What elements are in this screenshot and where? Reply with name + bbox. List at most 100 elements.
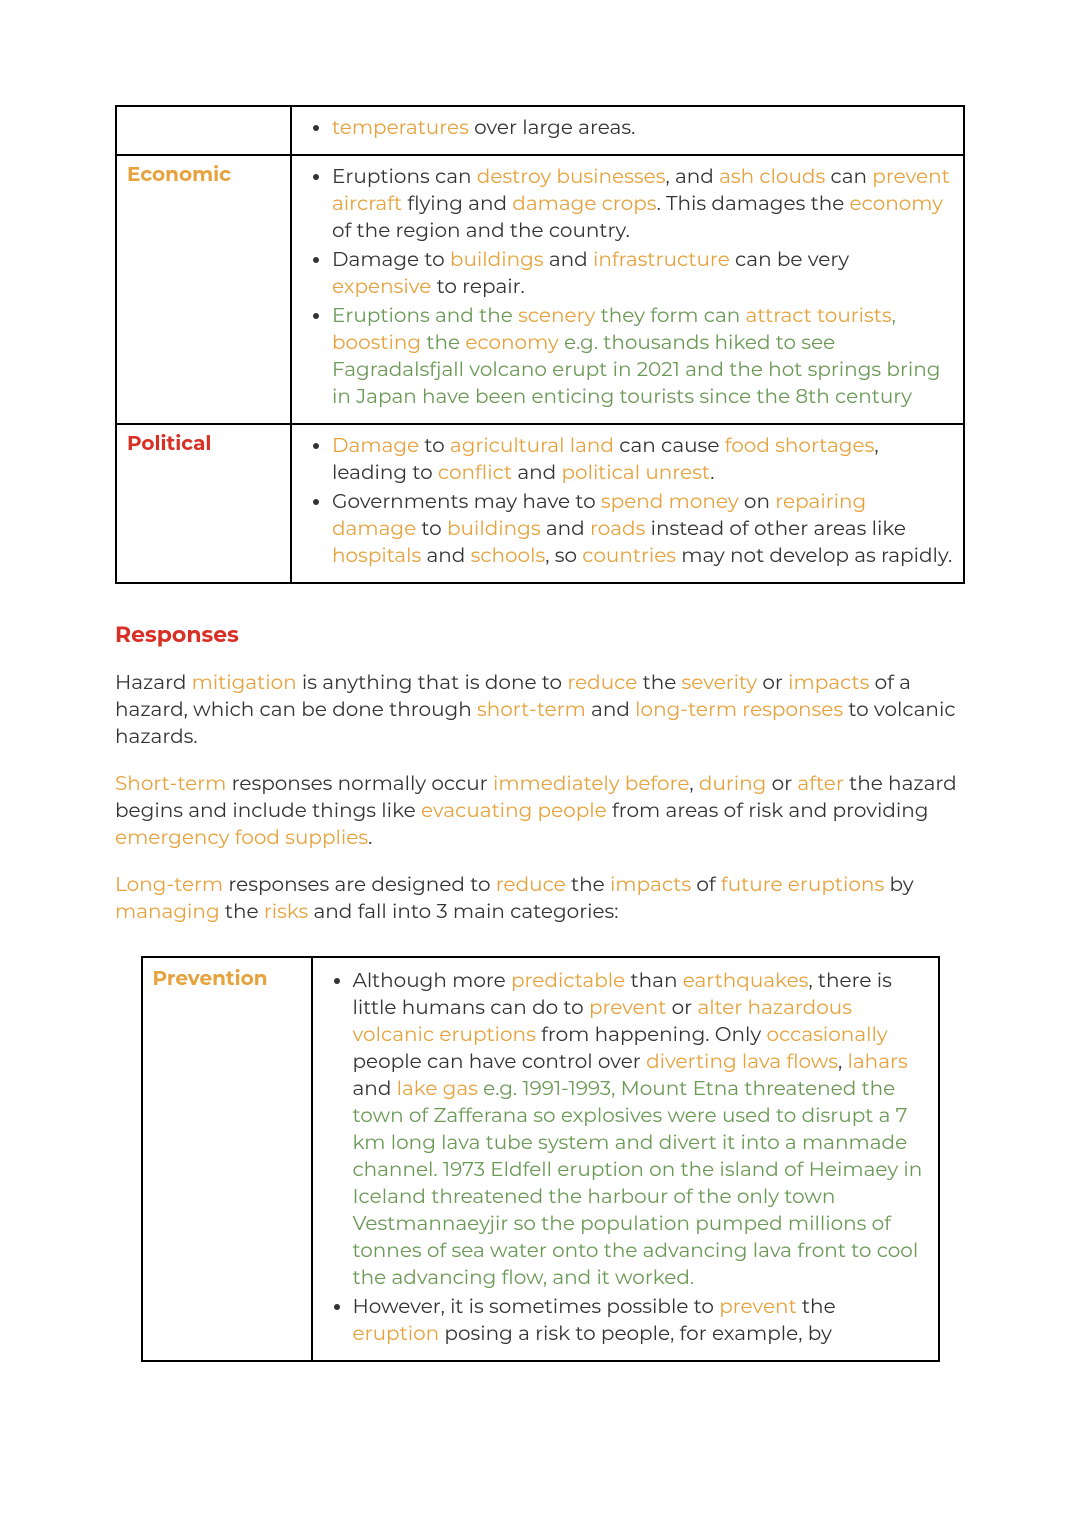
text-run: . [710,461,714,485]
text-run: countries [582,544,676,568]
text-run: Damage to [332,248,450,272]
table-row: PreventionAlthough more predictable than… [142,957,939,1361]
table-row: Political Damage to agricultural land can… [116,424,964,583]
impacts-table: temperatures over large areas.EconomicEr… [115,105,965,584]
text-run: managing [115,900,220,924]
row-content: Although more predictable than earthquak… [312,957,939,1361]
text-run: expensive [332,275,431,299]
text-run: flying and [402,192,512,216]
text-run: prevent [719,1295,796,1319]
text-run: earthquakes [683,969,809,993]
text-run: conflict [438,461,512,485]
text-run: to [416,517,447,541]
text-run: from areas of risk and providing [607,799,929,823]
text-run: emergency food supplies [115,826,368,850]
list-item: Damage to buildings and infrastructure c… [332,247,953,301]
text-run: , [838,1050,847,1074]
text-run: impacts [610,873,691,897]
text-run: agricultural land [450,434,614,458]
text-run: Damage [332,434,419,458]
body-paragraph: Short-term responses normally occur imme… [115,771,965,852]
text-run: over large areas. [469,116,635,140]
row-content: Damage to agricultural land can cause fo… [291,424,964,583]
text-run: and [586,698,635,722]
list-item: Although more predictable than earthquak… [353,968,928,1292]
text-run: reduce [496,873,566,897]
impacts-table-body: temperatures over large areas.EconomicEr… [116,106,964,583]
text-run: , [689,772,698,796]
text-run: diverting lava flows [646,1050,838,1074]
text-run: temperatures [332,116,469,140]
text-run: infrastructure [593,248,730,272]
text-run: food shortages [725,434,875,458]
text-run: the [421,331,465,355]
text-run: roads [590,517,645,541]
text-run: Although more [353,969,511,993]
text-run: responses normally occur [226,772,493,796]
text-run: long-term responses [635,698,843,722]
text-run: the [566,873,610,897]
text-run: lahars [848,1050,908,1074]
text-run: and [541,517,590,541]
text-run: after [797,772,843,796]
text-run: risks [264,900,308,924]
text-run: can be very [730,248,849,272]
text-run: , and [666,165,720,189]
text-run: mitigation [192,671,297,695]
text-run: immediately before [493,772,689,796]
body-paragraph: Long-term responses are designed to redu… [115,872,965,926]
text-run: evacuating people [421,799,607,823]
text-run: and fall into 3 main categories: [308,900,618,924]
text-run: people can have control over [353,1050,647,1074]
text-run: and [544,248,593,272]
text-run: , so [545,544,582,568]
row-label: Prevention [142,957,312,1361]
text-run: responses are designed to [223,873,496,897]
text-run: may not develop as rapidly. [676,544,952,568]
responses-table-body: PreventionAlthough more predictable than… [142,957,939,1361]
text-run: hospitals [332,544,421,568]
bullet-list: temperatures over large areas. [302,115,953,142]
text-run: of the region and the country. [332,219,630,243]
text-run: the [637,671,681,695]
list-item: Governments may have to spend money on r… [332,489,953,570]
text-run: the [797,1295,836,1319]
row-content: Eruptions can destroy businesses, and as… [291,155,964,424]
text-run: Eruptions [332,304,430,328]
text-run: can cause [614,434,725,458]
text-run: of [691,873,721,897]
text-run: buildings [447,517,541,541]
responses-heading: Responses [115,620,965,650]
row-label [116,106,291,155]
text-run: scenery [518,304,595,328]
text-run: schools [471,544,546,568]
paragraphs-container: Hazard mitigation is anything that is do… [115,670,965,926]
text-run: severity [682,671,758,695]
text-run: attract tourists [746,304,892,328]
text-run: future eruptions [721,873,884,897]
text-run: economy [465,331,558,355]
text-run: predictable [511,969,625,993]
text-run: on [739,490,776,514]
list-item: However, it is sometimes possible to pre… [353,1294,928,1348]
list-item: Damage to agricultural land can cause fo… [332,433,953,487]
text-run: However, it is sometimes possible to [353,1295,720,1319]
body-paragraph: Hazard mitigation is anything that is do… [115,670,965,751]
text-run: the [220,900,264,924]
text-run: they form can [595,304,745,328]
text-run: reduce [567,671,637,695]
text-run: Hazard [115,671,192,695]
bullet-list: Although more predictable than earthquak… [323,968,928,1348]
text-run: or [757,671,788,695]
row-label: Political [116,424,291,583]
text-run: and [512,461,561,485]
text-run: from happening. Only [536,1023,767,1047]
text-run: instead of other areas like [645,517,906,541]
list-item: Eruptions can destroy businesses, and as… [332,164,953,245]
text-run: damage crops [512,192,656,216]
text-run: and the [430,304,518,328]
text-run: Long-term [115,873,223,897]
text-run: eruption [353,1322,440,1346]
bullet-list: Eruptions can destroy businesses, and as… [302,164,953,411]
text-run: or [666,996,697,1020]
